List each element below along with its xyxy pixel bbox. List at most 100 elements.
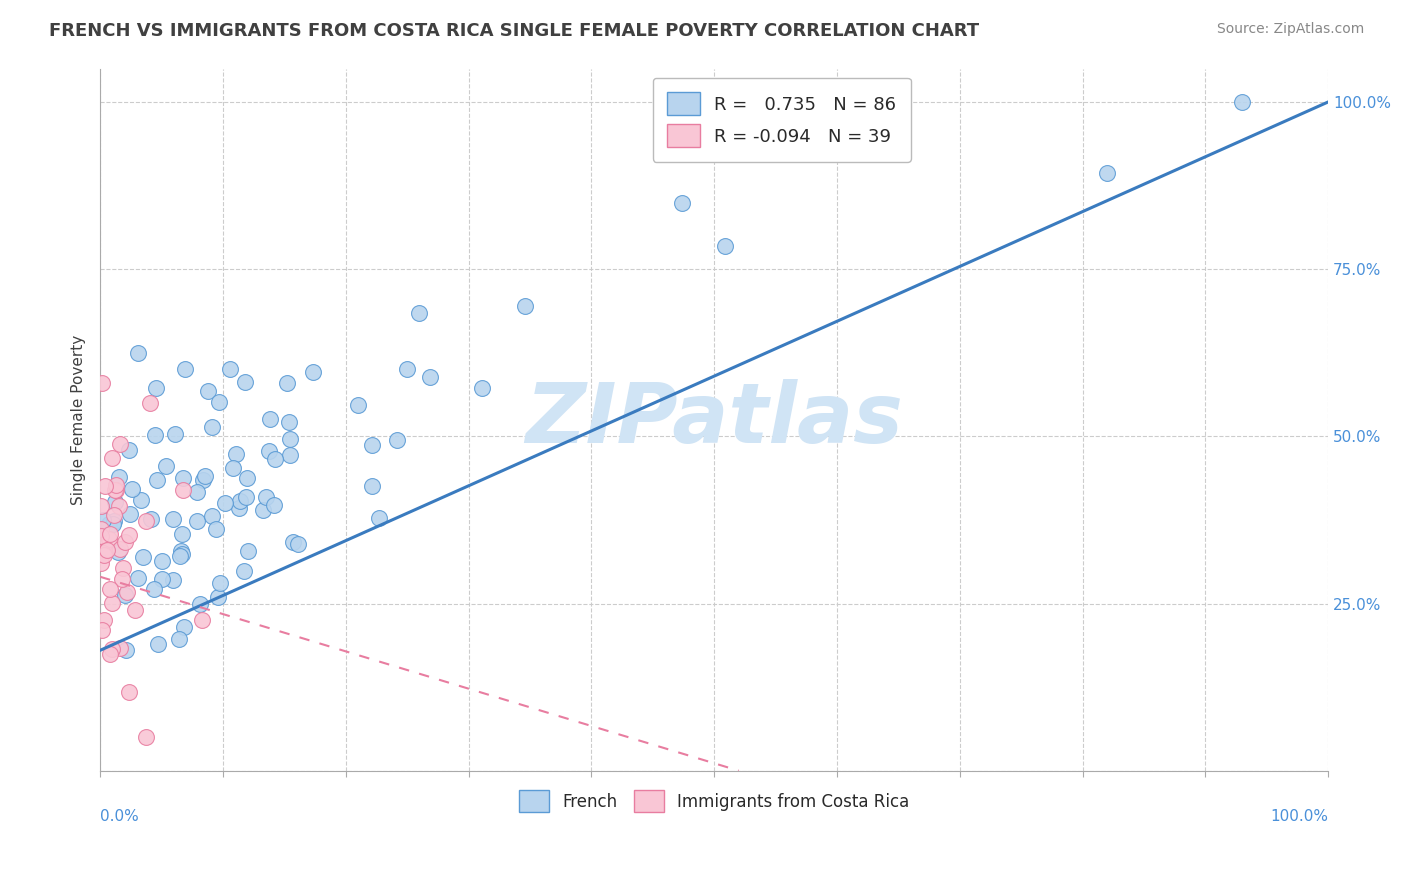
Point [101, 517, 124, 532]
Point [197, 384, 219, 398]
Point [214, 496, 236, 510]
Point [124, 602, 146, 616]
Point [228, 501, 250, 516]
Point [118, 528, 141, 542]
Point [105, 483, 128, 497]
Point [93, 548, 115, 562]
Point [186, 514, 208, 528]
Point [257, 444, 280, 458]
Point [146, 638, 169, 652]
Point [90, 522, 112, 536]
Point [150, 554, 173, 568]
Point [129, 493, 152, 508]
Point [170, 544, 193, 558]
Point [103, 514, 125, 528]
Point [121, 482, 143, 496]
Point [108, 641, 131, 656]
Point [278, 416, 301, 430]
Point [170, 527, 193, 541]
Point [98, 648, 121, 662]
Point [278, 448, 301, 462]
Point [263, 498, 285, 512]
Point [111, 572, 134, 586]
Point [173, 620, 195, 634]
Point [103, 483, 125, 498]
Point [131, 550, 153, 565]
Point [229, 494, 252, 508]
Point [90, 557, 112, 571]
Point [115, 585, 138, 599]
Point [191, 473, 214, 487]
Point [368, 511, 391, 525]
Point [174, 361, 197, 376]
Point [93, 613, 115, 627]
Point [107, 499, 129, 513]
Point [97, 532, 120, 546]
Point [233, 564, 256, 578]
Point [207, 590, 229, 604]
Point [110, 542, 132, 557]
Point [90, 528, 112, 542]
Point [396, 361, 419, 376]
Point [104, 495, 127, 509]
Point [135, 731, 157, 745]
Point [201, 509, 224, 524]
Legend: French, Immigrants from Costa Rica: French, Immigrants from Costa Rica [512, 784, 917, 819]
Point [114, 534, 136, 549]
Point [162, 512, 184, 526]
Point [145, 473, 167, 487]
Point [361, 478, 384, 492]
Point [254, 490, 277, 504]
Point [170, 547, 193, 561]
Point [238, 544, 260, 558]
Point [1230, 95, 1253, 109]
Point [98, 526, 121, 541]
Point [191, 613, 214, 627]
Point [112, 561, 135, 575]
Point [127, 571, 149, 585]
Point [360, 438, 382, 452]
Point [108, 470, 131, 484]
Point [276, 376, 298, 390]
Point [162, 573, 184, 587]
Point [150, 572, 173, 586]
Text: Source: ZipAtlas.com: Source: ZipAtlas.com [1216, 22, 1364, 37]
Point [91, 513, 114, 527]
Point [155, 458, 177, 473]
Point [219, 362, 242, 376]
Point [236, 471, 259, 485]
Point [222, 460, 245, 475]
Point [91, 546, 114, 560]
Point [713, 239, 735, 253]
Point [252, 503, 274, 517]
Point [90, 623, 112, 637]
Point [143, 428, 166, 442]
Point [190, 597, 212, 611]
Point [135, 514, 157, 528]
Point [471, 381, 494, 395]
Y-axis label: Single Female Poverty: Single Female Poverty [72, 334, 86, 505]
Point [408, 306, 430, 320]
Point [90, 499, 112, 513]
Point [278, 432, 301, 446]
Text: 100.0%: 100.0% [1270, 809, 1329, 824]
Point [172, 483, 194, 497]
Point [142, 582, 165, 596]
Point [141, 512, 163, 526]
Point [194, 468, 217, 483]
Point [515, 299, 537, 313]
Point [385, 434, 408, 448]
Point [347, 398, 370, 412]
Point [104, 478, 127, 492]
Point [101, 596, 124, 610]
Point [167, 632, 190, 647]
Point [117, 442, 139, 457]
Point [163, 426, 186, 441]
Point [287, 537, 309, 551]
Point [671, 196, 693, 211]
Point [118, 508, 141, 522]
Point [145, 381, 167, 395]
Point [201, 420, 224, 434]
Point [264, 451, 287, 466]
Point [186, 485, 208, 500]
